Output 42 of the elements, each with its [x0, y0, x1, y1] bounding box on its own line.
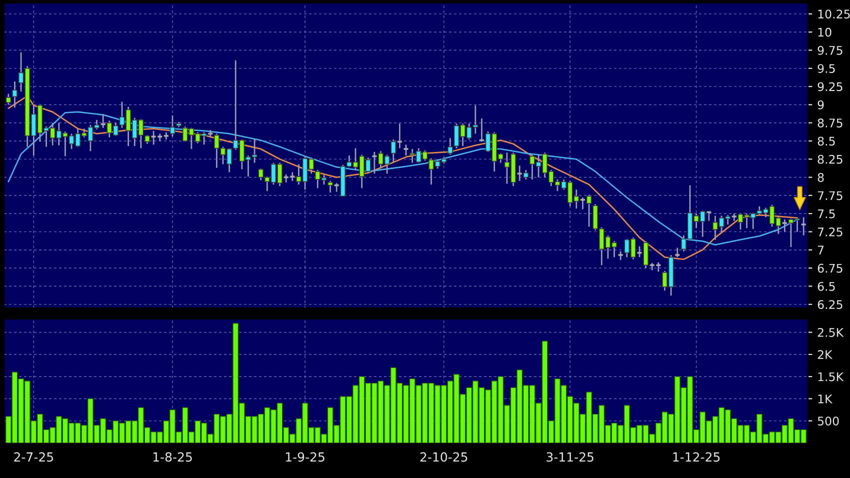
candlestick [447, 137, 453, 156]
y-tick-label: 2.5K [818, 328, 844, 337]
x-tick-label: 2-10-25 [420, 452, 468, 462]
y-tick-label: 2K [818, 350, 833, 359]
y-tick-label: 10.25 [818, 10, 850, 19]
y-tick-label: 6.25 [818, 300, 842, 310]
candlestick [328, 180, 333, 194]
x-tick-label: 2-7-25 [14, 452, 53, 462]
candlestick [643, 240, 649, 269]
y-tick-label: 9.25 [818, 82, 842, 92]
y-tick-label: 9.5 [818, 64, 835, 74]
x-tick-label: 3-11-25 [546, 452, 594, 462]
y-tick-label: 8.75 [818, 118, 842, 128]
x-tick-label: 1-8-25 [153, 452, 192, 462]
y-tick-label: 6.5 [818, 282, 835, 291]
y-tick-label: 1.5K [818, 372, 844, 382]
candlestick [636, 246, 643, 258]
y-tick-label: 9 [818, 100, 824, 110]
y-tick-label: 8 [818, 173, 824, 182]
y-tick-label: 7.25 [818, 227, 842, 236]
candlestick [6, 93, 12, 106]
y-tick-label: 500 [818, 416, 839, 426]
y-tick-label: 7.75 [818, 191, 842, 200]
x-tick-label: 1-12-25 [673, 452, 720, 462]
candlestick [402, 144, 410, 156]
candlestick [390, 138, 396, 164]
y-tick-label: 7 [818, 246, 824, 254]
y-tick-label: 6.75 [818, 264, 842, 273]
y-tick-label: 7.5 [818, 209, 835, 218]
x-tick-label: 1-9-25 [286, 452, 324, 462]
y-tick-label: 10 [818, 28, 832, 37]
y-tick-label: 9.75 [818, 46, 842, 55]
candlestick [674, 247, 681, 258]
candlestick [781, 218, 788, 232]
y-tick-label: 1K [818, 394, 833, 404]
y-tick-label: 8.5 [818, 136, 835, 146]
candlestick [800, 216, 807, 236]
candlestick [170, 114, 176, 138]
candlestick [586, 194, 592, 228]
candlestick [523, 169, 529, 180]
y-tick-label: 8.25 [818, 154, 842, 164]
candlestick [12, 80, 18, 108]
